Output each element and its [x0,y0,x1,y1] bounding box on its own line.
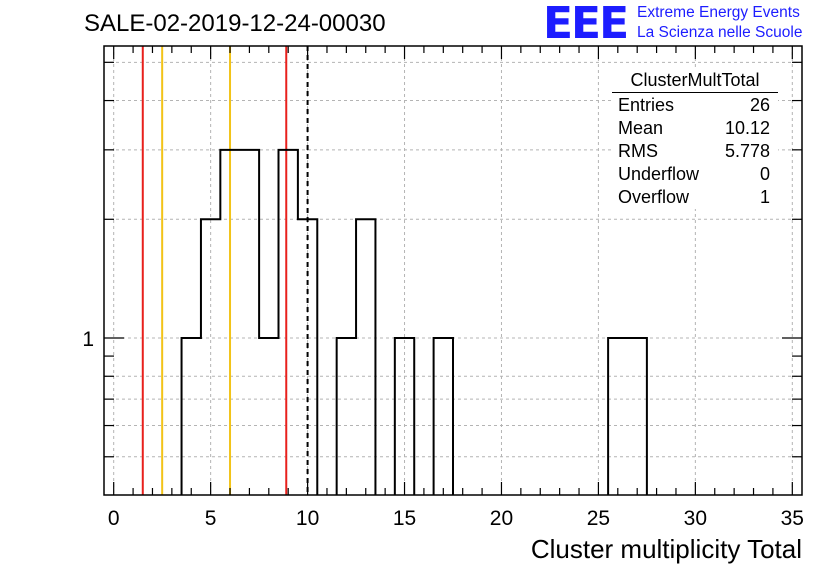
stats-row-mean: Mean 10.12 [612,117,778,140]
stats-label: Mean [618,118,664,138]
stats-value: 10.12 [724,118,770,138]
histogram-bin [240,150,259,495]
histogram-bin [356,219,375,495]
histogram-series [180,148,648,495]
axis-ticks [104,46,802,495]
histogram-bin [628,338,647,495]
logo-line-1: Extreme Energy Events [637,4,800,21]
x-tick-label: 25 [587,507,610,530]
x-tick-label: 10 [296,507,319,530]
x-tick-label: 20 [490,507,513,530]
histogram-bin [337,338,356,495]
stats-box: ClusterMultTotal Entries 26 Mean 10.12 R… [612,70,778,209]
x-tick-label: 35 [781,507,804,530]
histogram-bin [279,150,298,495]
stats-row-overflow: Overflow 1 [612,186,778,209]
stats-label: Entries [618,95,675,115]
stats-title: ClusterMultTotal [612,70,778,93]
x-tick-label: 15 [393,507,416,530]
x-tick-label: 0 [108,507,120,530]
x-axis-label: Cluster multiplicity Total [530,534,802,564]
stats-label: Underflow [618,164,700,184]
stats-value: 26 [749,95,770,115]
run-title: SALE-02-2019-12-24-00030 [84,10,386,37]
tick-labels: 0 5 10 15 20 25 30 35 1 [82,328,804,530]
histogram-bin [608,338,627,495]
histogram-bin [395,338,414,495]
stats-row-rms: RMS 5.778 [612,140,778,163]
x-tick-label: 30 [684,507,707,530]
histogram-outline [180,148,648,495]
histogram-bin [182,338,201,495]
vertical-marker-lines [141,46,309,495]
stats-value: 5.778 [724,141,770,161]
stats-row-entries: Entries 26 [612,94,778,117]
stats-label: RMS [618,141,658,161]
histogram-bin [259,338,278,495]
plot-frame-rect [103,45,803,496]
histogram-bin [434,338,453,495]
stats-label: Overflow [618,187,690,207]
x-tick-label: 5 [205,507,217,530]
histogram-bin [201,219,220,495]
stats-row-underflow: Underflow 0 [612,163,778,186]
plot-frame [103,45,803,496]
logo-line-2: La Scienza nelle Scuole [637,24,803,41]
eee-logo: EEE [543,0,629,49]
y-tick-label: 1 [82,328,94,351]
stats-value: 0 [759,164,770,184]
stats-value: 1 [759,187,770,207]
